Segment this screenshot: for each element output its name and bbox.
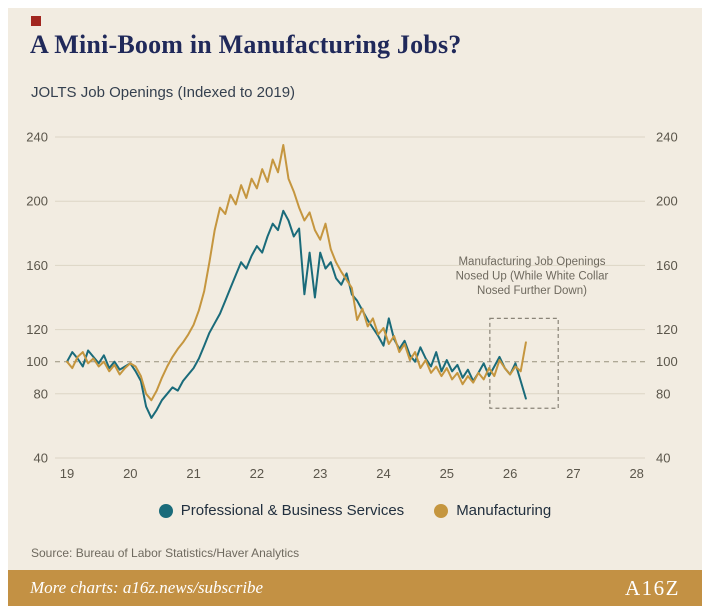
svg-text:Nosed Up (While White Collar: Nosed Up (While White Collar bbox=[456, 271, 609, 283]
brand-mark bbox=[31, 16, 41, 26]
svg-text:20: 20 bbox=[123, 466, 137, 481]
legend-item-professional-business-services: Professional & Business Services bbox=[158, 502, 405, 519]
svg-text:80: 80 bbox=[34, 386, 48, 401]
svg-text:21: 21 bbox=[186, 466, 200, 481]
svg-text:200: 200 bbox=[26, 194, 48, 209]
source-note: Source: Bureau of Labor Statistics/Haver… bbox=[31, 546, 300, 560]
svg-text:25: 25 bbox=[440, 466, 454, 481]
svg-text:26: 26 bbox=[503, 466, 517, 481]
svg-text:28: 28 bbox=[629, 466, 643, 481]
svg-text:240: 240 bbox=[26, 130, 48, 145]
svg-text:200: 200 bbox=[656, 194, 678, 209]
legend-label-manufacturing: Manufacturing bbox=[456, 502, 552, 519]
chart-title: A Mini-Boom in Manufacturing Jobs? bbox=[30, 30, 462, 59]
svg-text:Manufacturing Job Openings: Manufacturing Job Openings bbox=[458, 256, 605, 268]
svg-text:80: 80 bbox=[656, 386, 670, 401]
legend-dot-teal-icon bbox=[158, 503, 173, 518]
footer-bar: More charts: a16z.news/subscribe A16Z bbox=[8, 570, 702, 606]
chart-subtitle: JOLTS Job Openings (Indexed to 2019) bbox=[31, 84, 296, 101]
svg-text:120: 120 bbox=[26, 322, 48, 337]
svg-text:22: 22 bbox=[250, 466, 264, 481]
chart-card: A Mini-Boom in Manufacturing Jobs? JOLTS… bbox=[8, 8, 702, 606]
svg-text:160: 160 bbox=[26, 258, 48, 273]
svg-text:27: 27 bbox=[566, 466, 580, 481]
svg-text:Nosed Further Down): Nosed Further Down) bbox=[477, 285, 587, 297]
legend: Professional & Business Services Manufac… bbox=[8, 502, 702, 519]
svg-text:100: 100 bbox=[656, 354, 678, 369]
svg-text:23: 23 bbox=[313, 466, 327, 481]
svg-text:40: 40 bbox=[656, 451, 670, 466]
svg-text:40: 40 bbox=[34, 451, 48, 466]
legend-label-professional-business-services: Professional & Business Services bbox=[180, 502, 405, 519]
svg-text:24: 24 bbox=[376, 466, 390, 481]
svg-text:240: 240 bbox=[656, 130, 678, 145]
legend-dot-gold-icon bbox=[434, 503, 449, 518]
subscribe-link[interactable]: More charts: a16z.news/subscribe bbox=[30, 578, 264, 597]
legend-item-manufacturing: Manufacturing bbox=[434, 502, 551, 519]
svg-text:100: 100 bbox=[26, 354, 48, 369]
a16z-logo: A16Z bbox=[625, 575, 680, 600]
svg-text:160: 160 bbox=[656, 258, 678, 273]
svg-text:19: 19 bbox=[60, 466, 74, 481]
svg-text:120: 120 bbox=[656, 322, 678, 337]
line-chart: 40 40 80 80 100 100 120 120 160 160 200 200 240 240 19… bbox=[26, 130, 678, 482]
